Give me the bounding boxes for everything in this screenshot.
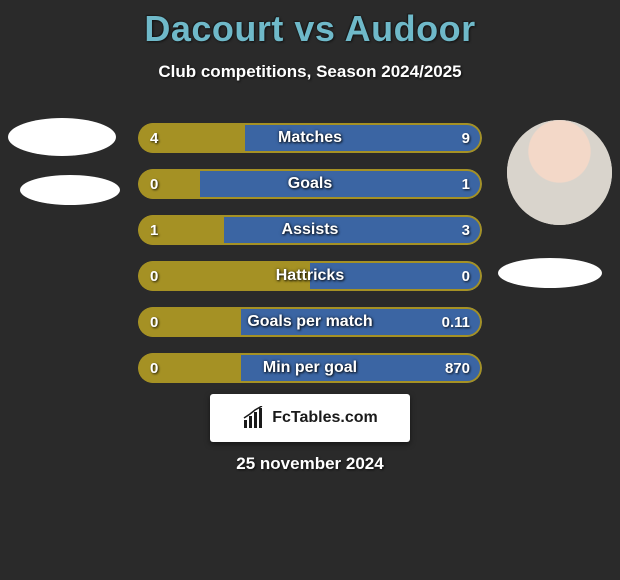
stat-label: Matches <box>138 123 482 153</box>
stat-label: Goals <box>138 169 482 199</box>
stat-right-value: 870 <box>433 353 482 383</box>
stat-row: Goals0 1 <box>138 169 482 199</box>
date-text: 25 november 2024 <box>0 454 620 474</box>
stat-label: Min per goal <box>138 353 482 383</box>
player-right-avatar <box>507 120 612 225</box>
stat-row: Goals per match00.11 <box>138 307 482 337</box>
stat-right-value: 3 <box>450 215 482 245</box>
stat-row: Min per goal0 870 <box>138 353 482 383</box>
stat-right-value: 0.11 <box>430 307 482 337</box>
subtitle: Club competitions, Season 2024/2025 <box>0 62 620 82</box>
player-left-avatar <box>8 118 116 156</box>
stat-right-value: 9 <box>450 123 482 153</box>
stat-left-value: 0 <box>138 261 170 291</box>
stat-left-value: 1 <box>138 215 170 245</box>
stat-left-value: 0 <box>138 353 170 383</box>
site-badge: FcTables.com <box>210 394 410 442</box>
stat-right-value: 1 <box>450 169 482 199</box>
chart-icon <box>242 406 266 430</box>
stat-row: Hattricks0 0 <box>138 261 482 291</box>
stat-row: Matches4 9 <box>138 123 482 153</box>
stat-label: Hattricks <box>138 261 482 291</box>
avatar-face-placeholder <box>507 120 612 225</box>
site-badge-text: FcTables.com <box>272 409 378 427</box>
stats-bars-container: Matches49Goals01Assists13Hattricks00Goal… <box>138 123 482 399</box>
stat-right-value: 0 <box>450 261 482 291</box>
page-title: Dacourt vs Audoor <box>0 0 620 50</box>
stat-left-value: 0 <box>138 169 170 199</box>
stat-label: Assists <box>138 215 482 245</box>
player-right-badge <box>498 258 602 288</box>
player-left-badge <box>20 175 120 205</box>
stat-left-value: 0 <box>138 307 170 337</box>
stat-row: Assists1 3 <box>138 215 482 245</box>
stat-left-value: 4 <box>138 123 170 153</box>
